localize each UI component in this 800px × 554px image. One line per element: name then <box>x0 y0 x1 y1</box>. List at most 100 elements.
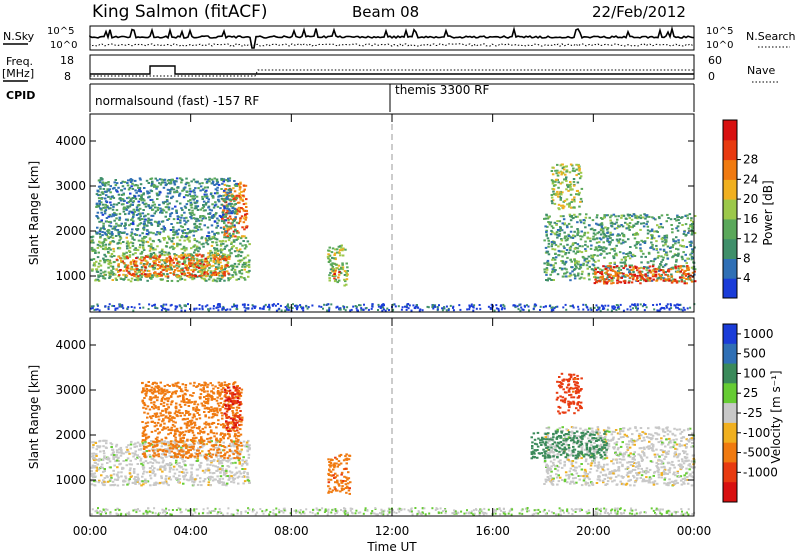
power-data-cell <box>671 228 674 231</box>
power-ground-cell <box>501 306 504 309</box>
velocity-data-cell <box>222 471 226 474</box>
power-data-cell <box>243 188 246 191</box>
velocity-data-cell <box>151 458 155 460</box>
power-data-cell <box>333 273 336 275</box>
power-data-cell <box>128 186 132 189</box>
power-data-cell <box>641 274 644 277</box>
velocity-data-cell <box>168 476 171 479</box>
power-data-cell <box>154 177 157 180</box>
power-ground-cell <box>586 306 589 309</box>
power-data-cell <box>556 220 559 223</box>
power-data-cell <box>566 184 569 187</box>
power-data-cell <box>203 272 206 275</box>
velocity-data-cell <box>99 465 103 468</box>
power-data-cell <box>226 180 230 183</box>
power-data-cell <box>648 269 651 272</box>
power-data-cell <box>567 233 570 236</box>
power-data-cell <box>606 228 609 231</box>
power-data-cell <box>176 191 179 194</box>
power-data-cell <box>132 220 135 223</box>
velocity-data-cell <box>141 465 145 468</box>
power-data-cell <box>112 247 115 250</box>
power-data-cell <box>551 173 555 176</box>
power-data-cell <box>620 276 623 279</box>
velocity-data-cell <box>210 461 213 464</box>
power-data-cell <box>193 251 196 254</box>
power-data-cell <box>550 264 553 267</box>
power-data-cell <box>588 237 592 240</box>
power-data-cell <box>344 280 347 283</box>
power-data-cell <box>671 231 674 234</box>
power-data-cell <box>124 218 128 221</box>
power-data-cell <box>129 234 133 237</box>
power-data-cell <box>597 231 601 234</box>
power-data-cell <box>214 213 217 216</box>
velocity-data-cell <box>142 470 146 473</box>
power-data-cell <box>559 170 563 173</box>
noise-sky-line <box>89 25 695 49</box>
velocity-data-cell <box>199 477 202 480</box>
power-data-cell <box>632 224 636 227</box>
power-ground-cell <box>532 307 535 310</box>
power-data-cell <box>568 275 571 278</box>
power-ground-cell <box>670 304 672 307</box>
power-data-cell <box>142 271 145 274</box>
power-data-cell <box>545 268 549 271</box>
power-data-cell <box>616 282 619 285</box>
power-ground-cell <box>545 305 547 308</box>
power-data-cell <box>208 180 211 183</box>
velocity-data-cell <box>127 482 130 485</box>
power-data-cell <box>140 199 143 202</box>
power-ground-cell <box>229 308 232 311</box>
power-data-cell <box>103 259 106 262</box>
power-data-cell <box>227 226 231 229</box>
power-data-cell <box>642 278 645 281</box>
power-data-cell <box>639 279 642 281</box>
power-data-cell <box>569 206 573 209</box>
power-data-cell <box>173 191 176 194</box>
power-data-cell <box>205 180 209 183</box>
power-ground-cell <box>468 304 471 307</box>
power-data-cell <box>175 177 179 180</box>
power-data-cell <box>150 243 153 246</box>
power-data-cell <box>585 264 589 267</box>
power-data-cell <box>547 245 550 248</box>
power-data-cell <box>601 247 604 250</box>
power-data-cell <box>627 224 631 227</box>
power-data-cell <box>107 252 110 254</box>
velocity-data-cell <box>116 457 120 460</box>
power-data-cell <box>135 276 139 279</box>
power-data-cell <box>193 191 196 194</box>
power-ground-cell <box>272 303 275 306</box>
velocity-data-cell <box>230 480 233 483</box>
power-data-cell <box>170 268 173 271</box>
power-data-cell <box>109 248 112 251</box>
power-data-cell <box>118 235 122 238</box>
power-data-cell <box>583 234 586 237</box>
power-data-cell <box>175 231 178 234</box>
power-ground-cell <box>401 306 404 309</box>
power-data-cell <box>140 259 143 262</box>
power-ground-cell <box>516 305 519 308</box>
power-data-cell <box>179 177 182 180</box>
power-ground-cell <box>533 303 536 306</box>
power-data-cell <box>690 219 693 222</box>
power-data-cell <box>181 209 184 211</box>
power-ground-cell <box>553 307 556 310</box>
velocity-data-cell <box>240 464 244 467</box>
power-data-cell <box>137 186 140 189</box>
power-data-cell <box>565 198 569 201</box>
power-data-cell <box>198 182 201 185</box>
power-data-cell <box>589 228 593 231</box>
cpid-label: CPID <box>6 89 35 102</box>
power-data-cell <box>341 248 345 251</box>
power-data-cell <box>123 255 126 258</box>
power-data-cell <box>101 181 105 184</box>
power-data-cell <box>622 252 625 255</box>
power-ground-cell <box>652 304 655 306</box>
power-ground-cell <box>183 304 186 307</box>
power-data-cell <box>102 257 105 260</box>
power-data-cell <box>627 252 630 255</box>
power-data-cell <box>110 269 113 272</box>
power-data-cell <box>646 279 650 282</box>
